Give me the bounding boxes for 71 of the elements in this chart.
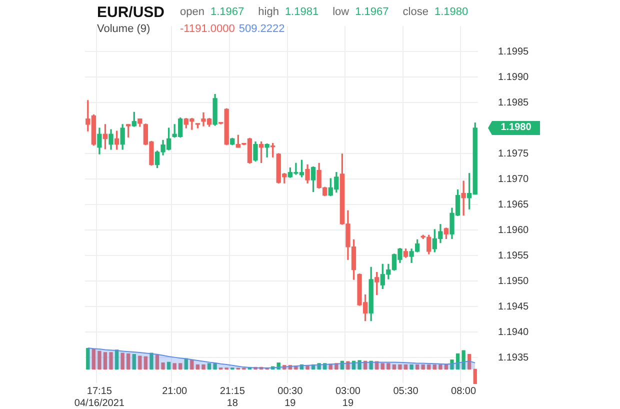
y-tick-label: 1.1950 (498, 276, 530, 287)
bar (155, 354, 160, 370)
y-tick-label: 1.1985 (498, 97, 530, 108)
bar (190, 360, 194, 370)
bar (103, 352, 108, 370)
bar (109, 352, 113, 370)
bar (410, 364, 414, 370)
candlestick (461, 180, 466, 216)
bar (150, 352, 154, 370)
bar (202, 364, 206, 370)
x-tick-label: 21:15 18 (220, 386, 246, 409)
bar (132, 354, 136, 370)
bar (432, 364, 436, 370)
bar (380, 363, 384, 370)
y-tick-label: 1.1955 (498, 250, 530, 262)
bar (138, 356, 142, 370)
y-tick-label: 1.1945 (498, 301, 530, 312)
text: 1.1980 (488, 121, 540, 135)
text: 1.1967 (210, 6, 244, 18)
text: high (258, 6, 279, 18)
y-tick-label: 1.1970 (498, 174, 530, 185)
bar (92, 348, 96, 370)
bar (392, 364, 396, 370)
text: 1.1981 (284, 6, 319, 18)
text: 1.1980 (434, 6, 468, 18)
x-tick-label: 03:00 19 (335, 386, 361, 409)
bar (386, 363, 390, 370)
bar (86, 348, 90, 370)
text: open (180, 6, 204, 18)
candlestick (264, 143, 270, 158)
y-tick-label: 1.1940 (498, 326, 530, 338)
bar (120, 352, 124, 370)
bar (126, 353, 130, 370)
chart-title: Volume (9) (97, 23, 150, 35)
bar (444, 364, 448, 370)
bar (144, 356, 148, 370)
text: low (332, 6, 350, 18)
bar (178, 363, 182, 370)
annotation: -1191.0000 (180, 23, 235, 35)
bar (196, 364, 200, 370)
bar (427, 364, 431, 370)
y-tick-label: 1.1965 (498, 199, 530, 210)
bar (398, 364, 402, 370)
bar (415, 364, 420, 370)
bar (166, 362, 171, 370)
x-tick-label: 00:30 19 (278, 386, 304, 409)
bar (98, 350, 102, 370)
x-tick-label: 05:30 (393, 386, 419, 397)
bar (404, 364, 408, 370)
bar (161, 362, 165, 370)
text: close (402, 6, 428, 18)
y-tick-label: 1.1975 (498, 148, 530, 160)
bar (438, 364, 442, 370)
y-tick-label: 1.1995 (498, 46, 530, 58)
x-tick-label: 17:15 04/16/2021 (74, 386, 125, 409)
bar (207, 363, 212, 370)
y-tick-label: 1.1960 (498, 224, 530, 236)
y-tick-label: 1.1935 (498, 352, 530, 364)
text: 1.1967 (355, 6, 389, 18)
bar (114, 350, 119, 370)
bar (213, 363, 217, 370)
bar (421, 364, 425, 370)
bar (172, 363, 176, 370)
annotation: 509.2222 (238, 23, 285, 35)
x-tick-label: 21:00 (162, 386, 188, 397)
bar (473, 368, 477, 384)
y-tick-label: 1.1990 (498, 72, 530, 83)
bar (450, 360, 454, 370)
bar (462, 350, 466, 370)
x-tick-label: 08:00 (451, 386, 476, 397)
chart-title: EUR/USD (97, 4, 165, 21)
